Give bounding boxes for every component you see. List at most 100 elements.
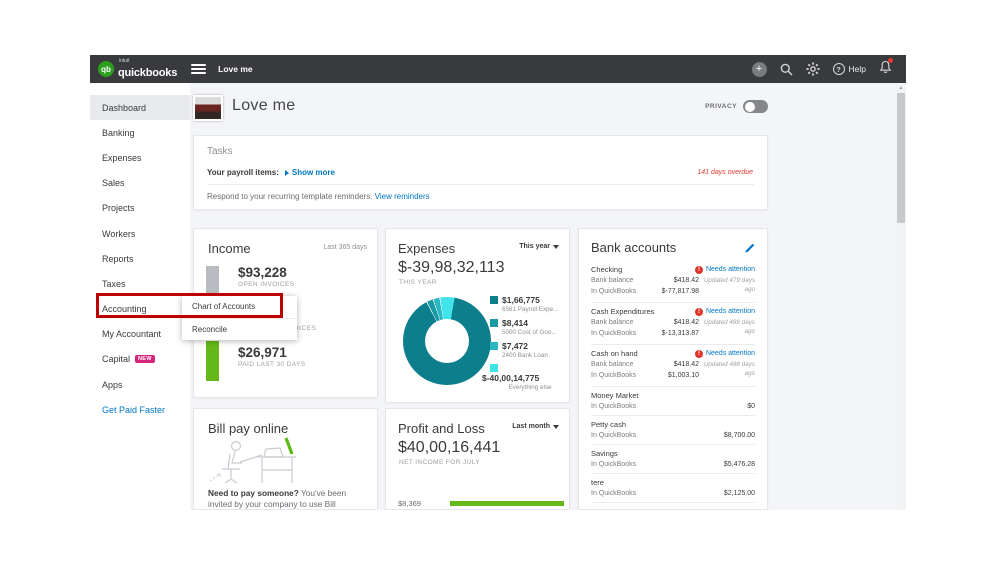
sidebar-item-banking[interactable]: Banking <box>90 120 190 145</box>
chevron-down-icon <box>553 244 559 249</box>
sidebar-item-workers[interactable]: Workers <box>90 221 190 246</box>
bank-account-row: Checking! Needs attention Bank balance In Q… <box>591 261 755 303</box>
sidebar-item-label: Get Paid Faster <box>102 404 166 415</box>
reminder-task-row: Respond to your recurring template remin… <box>207 192 430 201</box>
bill-pay-question: Need to pay someone? <box>208 488 299 498</box>
topbar-company-name: Love me <box>218 64 253 74</box>
legend-entry: $7,472 2400 Bank Loan <box>490 341 569 359</box>
brand-name: quickbooks <box>118 66 178 79</box>
expenses-title: Expenses <box>398 241 456 256</box>
scrollbar-thumb[interactable] <box>897 93 905 223</box>
help-button[interactable]: ? Help <box>832 63 866 75</box>
sidebar-item-label: My Accountant <box>102 329 162 340</box>
submenu-item-chart-of-accounts[interactable]: Chart of Accounts <box>192 302 256 311</box>
income-title: Income <box>208 241 251 256</box>
sidebar-item-label: Dashboard <box>102 102 147 113</box>
sidebar-item-taxes[interactable]: Taxes <box>90 271 190 296</box>
submenu-item-reconcile[interactable]: Reconcile <box>182 318 297 340</box>
sidebar-item-label: Projects <box>102 203 135 214</box>
legend-label: 6561 Payroll Expe... <box>502 306 559 313</box>
sidebar-item-dashboard[interactable]: Dashboard <box>90 95 190 121</box>
legend-label: 5000 Cost of Goo... <box>502 329 557 336</box>
paid-caption: PAID LAST 30 DAYS <box>238 361 306 368</box>
legend-amount: $7,472 <box>502 341 528 351</box>
open-invoices-amount: $93,228 <box>238 265 287 280</box>
notifications-icon[interactable] <box>879 57 893 79</box>
sidebar-item-apps[interactable]: Apps <box>90 372 190 397</box>
bank-balance-amount: $418.42 <box>673 277 699 284</box>
updated-ago-text: Updated 488 days ago <box>703 361 755 378</box>
legend-amount: $1,66,775 <box>502 295 540 305</box>
income-period: Last 365 days <box>323 244 367 251</box>
sidebar-item-my-accountant[interactable]: My Accountant <box>90 322 190 347</box>
tasks-card: Tasks Your payroll items: Show more 141 … <box>193 135 768 210</box>
sidebar-item-capital[interactable]: Capital NEW <box>90 347 190 372</box>
new-badge: NEW <box>135 355 155 364</box>
divider <box>207 184 754 185</box>
bill-pay-card[interactable]: Bill pay online Need to pay <box>193 408 378 510</box>
legend-swatch <box>490 319 498 327</box>
in-quickbooks-label: In QuickBooks <box>591 329 637 337</box>
overdue-badge: 141 days overdue <box>697 169 753 176</box>
sidebar-item-label: Banking <box>102 127 135 138</box>
profit-loss-period-selector[interactable]: Last month <box>512 423 559 430</box>
quickbooks-app-window: qb intuit quickbooks Love me + <box>90 55 906 510</box>
notification-badge <box>888 57 893 63</box>
privacy-control: PRIVACY <box>705 100 768 113</box>
needs-attention-label: Needs attention <box>705 350 755 357</box>
bank-accounts-card: Bank accounts Checking! Needs attention Ba… <box>578 228 768 510</box>
privacy-toggle[interactable] <box>743 100 768 113</box>
top-bar: qb intuit quickbooks Love me + <box>90 55 906 83</box>
view-reminders-link[interactable]: View reminders <box>374 192 430 201</box>
bank-account-name: Petty cash <box>591 420 627 429</box>
needs-attention-link[interactable]: ! Needs attention <box>694 307 755 316</box>
vertical-scrollbar[interactable]: ▲ <box>896 83 906 510</box>
bank-account-row: tereeIn QuickBooks$3,870.00 <box>591 503 755 509</box>
legend-entry: $8,414 5000 Cost of Goo... <box>490 318 569 336</box>
sidebar-item-label: Expenses <box>102 152 142 163</box>
hamburger-menu-icon[interactable] <box>191 62 207 76</box>
in-quickbooks-label: In QuickBooks <box>591 490 637 497</box>
legend-amount: $-40,00,14,775 <box>482 373 540 383</box>
gear-icon[interactable] <box>806 62 820 76</box>
privacy-label: PRIVACY <box>705 103 737 110</box>
legend-amount: $8,414 <box>502 318 528 328</box>
bill-pay-illustration <box>209 437 296 484</box>
search-icon[interactable] <box>780 63 793 76</box>
edit-pencil-icon[interactable] <box>745 243 755 253</box>
legend-swatch <box>490 342 498 350</box>
sidebar-item-reports[interactable]: Reports <box>90 246 190 271</box>
bank-account-name: teree <box>591 507 608 509</box>
needs-attention-link[interactable]: ! Needs attention <box>694 349 755 358</box>
expenses-period-selector[interactable]: This year <box>519 243 559 250</box>
show-more-link[interactable]: Show more <box>284 168 335 177</box>
needs-attention-label: Needs attention <box>705 308 755 315</box>
sidebar-item-expenses[interactable]: Expenses <box>90 145 190 170</box>
scroll-up-arrow[interactable]: ▲ <box>898 85 904 91</box>
in-quickbooks-amount: $0 <box>747 403 755 410</box>
in-quickbooks-amount: $1,003.10 <box>667 371 699 379</box>
expenses-card[interactable]: Expenses This year $-39,98,32,113 THIS Y… <box>385 228 570 403</box>
needs-attention-link[interactable]: ! Needs attention <box>694 265 755 274</box>
alert-icon: ! <box>694 265 703 274</box>
needs-attention-label: Needs attention <box>705 266 755 273</box>
in-quickbooks-label: In QuickBooks <box>591 287 637 295</box>
reminder-text: Respond to your recurring template remin… <box>207 192 373 201</box>
sidebar-item-sales[interactable]: Sales <box>90 171 190 196</box>
net-income-caption: NET INCOME FOR JULY <box>399 459 481 466</box>
brand-text: intuit quickbooks <box>118 58 178 80</box>
plus-icon[interactable]: + <box>751 61 767 77</box>
sidebar-item-get-paid-faster[interactable]: Get Paid Faster <box>90 397 190 422</box>
bank-accounts-title: Bank accounts <box>591 240 677 255</box>
sidebar-item-accounting[interactable]: Accounting <box>90 297 190 322</box>
expenses-donut <box>403 297 491 385</box>
quickbooks-logo[interactable]: qb intuit quickbooks <box>98 58 178 80</box>
bank-account-row: Money Market In QuickBooks $0 <box>591 387 755 416</box>
profit-loss-card[interactable]: Profit and Loss Last month $40,00,16,441… <box>385 408 570 510</box>
alert-icon: ! <box>694 349 703 358</box>
sidebar-item-projects[interactable]: Projects <box>90 196 190 221</box>
accounting-submenu: Chart of Accounts Reconcile <box>182 296 297 340</box>
sidebar-item-label: Reports <box>102 253 134 264</box>
expenses-caption: THIS YEAR <box>399 279 437 286</box>
